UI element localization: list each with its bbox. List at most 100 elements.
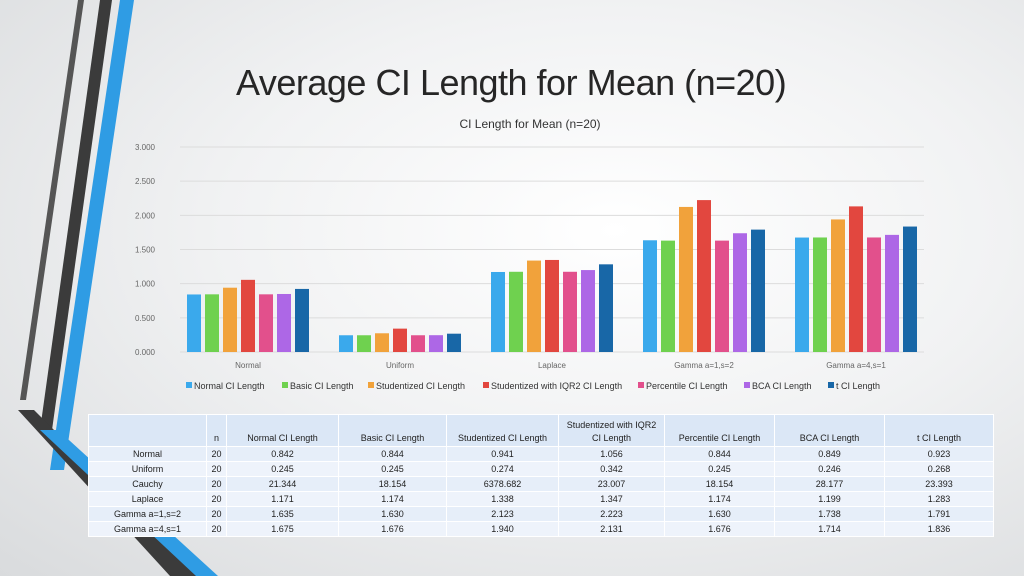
legend-swatch bbox=[483, 382, 489, 388]
table-cell: 1.738 bbox=[774, 506, 885, 522]
table-row-label: Gamma a=1,s=2 bbox=[88, 506, 207, 522]
table-header-row: n Normal CI Length Basic CI Length Studenti… bbox=[88, 414, 994, 447]
legend-swatch bbox=[282, 382, 288, 388]
table-cell: 1.676 bbox=[338, 521, 447, 537]
table-cell: 21.344 bbox=[226, 476, 339, 492]
table-row: Gamma a=1,s=2 20 1.635 1.630 2.123 2.223 1.630… bbox=[88, 506, 994, 522]
table-body: Normal 20 0.842 0.844 0.941 1.056 0.844 0.849 0.… bbox=[88, 446, 994, 537]
table-cell: 1.283 bbox=[884, 491, 994, 507]
table-cell: 1.940 bbox=[446, 521, 559, 537]
bar bbox=[563, 271, 577, 352]
table-cell: 0.274 bbox=[446, 461, 559, 477]
table-cell: 0.849 bbox=[774, 446, 885, 462]
legend-swatch bbox=[744, 382, 750, 388]
bar bbox=[697, 200, 711, 352]
stripe-dark bbox=[40, 0, 112, 430]
table-cell: 23.007 bbox=[558, 476, 665, 492]
legend-label: Basic CI Length bbox=[290, 381, 354, 391]
stripe-dark-thin bbox=[20, 0, 84, 400]
legend-label: Studentized CI Length bbox=[376, 381, 465, 391]
chart-title: CI Length for Mean (n=20) bbox=[459, 117, 600, 131]
table-row-label: Laplace bbox=[88, 491, 207, 507]
table-header-cell: BCA CI Length bbox=[774, 414, 885, 447]
table-row: Cauchy 20 21.344 18.154 6378.682 23.007 18.154… bbox=[88, 476, 994, 492]
table-cell: 20 bbox=[206, 506, 227, 522]
bar-chart: CI Length for Mean (n=20) 0.000 0.500 1.000… bbox=[135, 117, 924, 391]
bar bbox=[643, 240, 657, 352]
table-cell: 2.131 bbox=[558, 521, 665, 537]
table-cell: 0.923 bbox=[884, 446, 994, 462]
bar bbox=[223, 287, 237, 352]
table-cell: 1.199 bbox=[774, 491, 885, 507]
table-cell: 28.177 bbox=[774, 476, 885, 492]
x-category-label: Gamma a=1,s=2 bbox=[674, 361, 734, 370]
x-category-label: Uniform bbox=[386, 361, 414, 370]
legend-label: BCA CI Length bbox=[752, 381, 812, 391]
table-cell: 0.268 bbox=[884, 461, 994, 477]
table-cell: 20 bbox=[206, 491, 227, 507]
table-cell: 1.630 bbox=[664, 506, 775, 522]
bar bbox=[339, 335, 353, 352]
y-tick-label: 2.000 bbox=[135, 211, 156, 220]
bar bbox=[885, 234, 899, 352]
table-cell: 0.245 bbox=[664, 461, 775, 477]
legend-label: t CI Length bbox=[836, 381, 880, 391]
table-header-cell: Percentile CI Length bbox=[664, 414, 775, 447]
table-cell: 1.174 bbox=[338, 491, 447, 507]
table-cell: 0.842 bbox=[226, 446, 339, 462]
bar bbox=[509, 271, 523, 352]
x-category-label: Gamma a=4,s=1 bbox=[826, 361, 886, 370]
bar bbox=[411, 335, 425, 352]
bar bbox=[795, 237, 809, 352]
y-tick-label: 1.000 bbox=[135, 280, 156, 289]
legend-swatch bbox=[828, 382, 834, 388]
table-cell: 18.154 bbox=[338, 476, 447, 492]
table-cell: 1.174 bbox=[664, 491, 775, 507]
slide-title: Average CI Length for Mean (n=20) bbox=[236, 62, 787, 103]
table-header-cell: Studentized with IQR2 CI Length bbox=[558, 414, 665, 447]
table-header-cell bbox=[88, 414, 207, 447]
table-row: Uniform 20 0.245 0.245 0.274 0.342 0.245 0.246 0… bbox=[88, 461, 994, 477]
table-cell: 1.347 bbox=[558, 491, 665, 507]
bar bbox=[867, 237, 881, 352]
table-cell: 23.393 bbox=[884, 476, 994, 492]
bar bbox=[205, 294, 219, 352]
bar bbox=[447, 333, 461, 352]
table-cell: 1.675 bbox=[226, 521, 339, 537]
table-cell: 1.676 bbox=[664, 521, 775, 537]
table-row: Laplace 20 1.171 1.174 1.338 1.347 1.174 1.199 1… bbox=[88, 491, 994, 507]
legend-swatch bbox=[186, 382, 192, 388]
table-cell: 1.056 bbox=[558, 446, 665, 462]
bar bbox=[527, 260, 541, 352]
bar bbox=[831, 219, 845, 352]
x-category-label: Laplace bbox=[538, 361, 567, 370]
table-cell: 0.245 bbox=[226, 461, 339, 477]
legend-label: Normal CI Length bbox=[194, 381, 265, 391]
legend-swatch bbox=[638, 382, 644, 388]
bar bbox=[599, 264, 613, 352]
bar bbox=[491, 271, 505, 352]
bar bbox=[679, 206, 693, 352]
bar bbox=[733, 233, 747, 352]
table-cell: 1.836 bbox=[884, 521, 994, 537]
table-cell: 1.171 bbox=[226, 491, 339, 507]
table-cell: 1.635 bbox=[226, 506, 339, 522]
table-cell: 6378.682 bbox=[446, 476, 559, 492]
bar bbox=[813, 237, 827, 352]
table-row-label: Uniform bbox=[88, 461, 207, 477]
table-cell: 20 bbox=[206, 521, 227, 537]
y-tick-label: 1.500 bbox=[135, 246, 156, 255]
table-cell: 0.246 bbox=[774, 461, 885, 477]
bar bbox=[751, 229, 765, 352]
table-cell: 1.791 bbox=[884, 506, 994, 522]
bar bbox=[375, 333, 389, 352]
bar bbox=[393, 328, 407, 352]
table-cell: 20 bbox=[206, 476, 227, 492]
bar bbox=[661, 240, 675, 352]
table-cell: 0.941 bbox=[446, 446, 559, 462]
bar bbox=[259, 294, 273, 352]
table-cell: 0.245 bbox=[338, 461, 447, 477]
table-row-label: Cauchy bbox=[88, 476, 207, 492]
bar bbox=[295, 288, 309, 352]
bar bbox=[357, 335, 371, 352]
